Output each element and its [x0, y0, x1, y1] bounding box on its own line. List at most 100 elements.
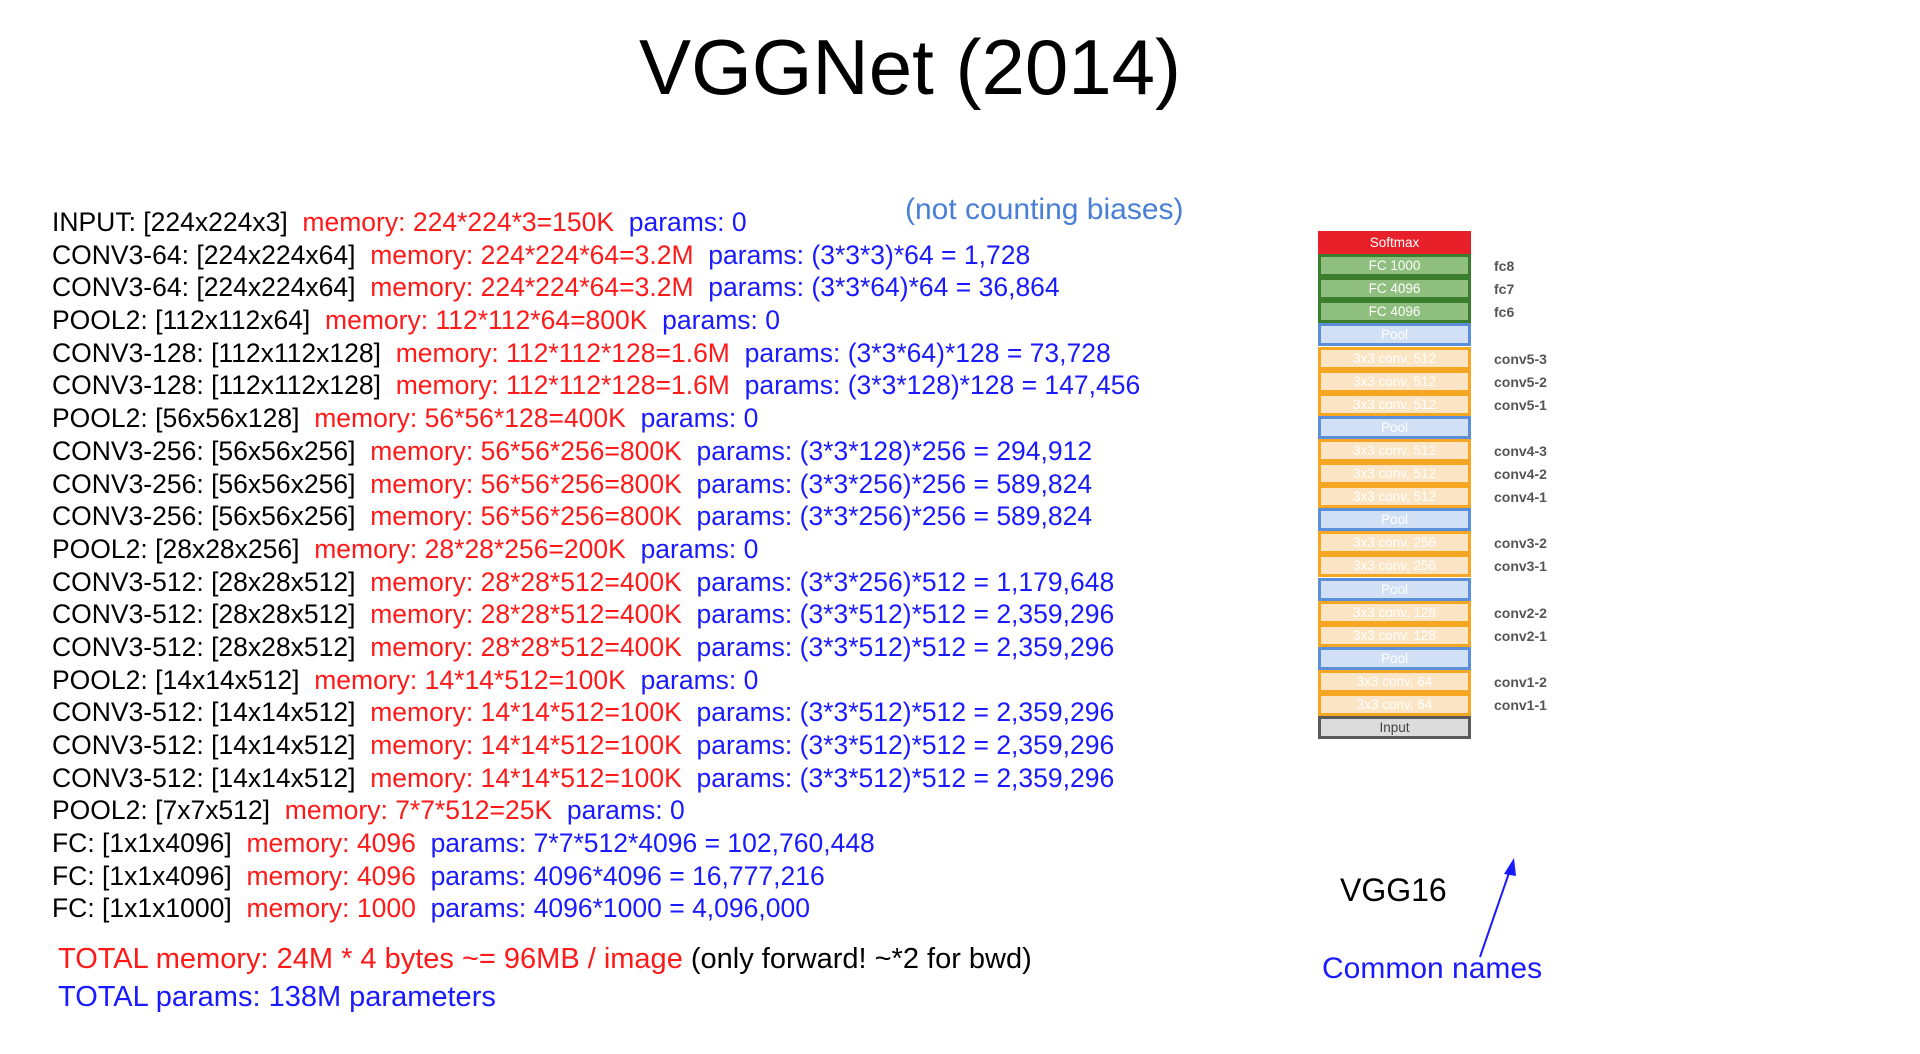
network-block-input: Input — [1318, 716, 1471, 740]
network-block-conv: 3x3 conv, 512 — [1318, 438, 1471, 462]
layer-params: params: (3*3*256)*512 = 1,179,648 — [696, 566, 1115, 597]
total-memory: TOTAL memory: 24M * 4 bytes ~= 96MB / im… — [58, 943, 683, 975]
layer-name: CONV3-512: [28x28x512] — [52, 566, 356, 597]
network-block-conv: 3x3 conv, 512 — [1318, 369, 1471, 393]
layer-memory: memory: 4096 — [246, 860, 416, 891]
common-names-arrow — [1479, 858, 1516, 958]
layer-name: FC: [1x1x4096] — [52, 860, 232, 891]
layer-name: CONV3-128: [112x112x128] — [52, 337, 381, 368]
layer-name: CONV3-512: [14x14x512] — [52, 762, 356, 793]
layer-memory: memory: 56*56*256=800K — [370, 468, 682, 499]
layer-memory: memory: 56*56*128=400K — [314, 403, 626, 434]
layer-memory: memory: 224*224*64=3.2M — [370, 239, 694, 270]
common-name-label: conv4-1 — [1494, 489, 1547, 506]
layer-name: CONV3-512: [14x14x512] — [52, 697, 356, 728]
network-block-pool: Pool — [1318, 323, 1471, 347]
layer-name: POOL2: [28x28x256] — [52, 533, 300, 564]
network-block-pool: Pool — [1318, 646, 1471, 670]
network-block-fc: FC 4096 — [1318, 277, 1471, 301]
layer-row: CONV3-512: [14x14x512] memory: 14*14*512… — [52, 696, 1140, 729]
layer-memory: memory: 56*56*256=800K — [370, 435, 682, 466]
layer-params: params: (3*3*512)*512 = 2,359,296 — [696, 599, 1115, 630]
layer-params: params: (3*3*512)*512 = 2,359,296 — [696, 631, 1115, 662]
layer-row: POOL2: [14x14x512] memory: 14*14*512=100… — [52, 664, 1140, 697]
layer-table: INPUT: [224x224x3] memory: 224*224*3=150… — [52, 206, 1140, 925]
common-name-label: conv3-1 — [1494, 558, 1547, 575]
network-block-conv: 3x3 conv, 512 — [1318, 462, 1471, 485]
layer-name: POOL2: [14x14x512] — [52, 664, 300, 695]
network-block-fc: FC 1000 — [1318, 254, 1471, 278]
layer-row: CONV3-64: [224x224x64] memory: 224*224*6… — [52, 239, 1140, 272]
layer-name: CONV3-512: [28x28x512] — [52, 599, 356, 630]
layer-memory: memory: 56*56*256=800K — [370, 501, 682, 532]
common-name-label: conv4-2 — [1494, 466, 1547, 482]
layer-name: INPUT: [224x224x3] — [52, 207, 288, 237]
layer-row: CONV3-512: [14x14x512] memory: 14*14*512… — [52, 729, 1140, 762]
layer-params: params: (3*3*256)*256 = 589,824 — [696, 501, 1093, 532]
common-name-label: conv5-2 — [1494, 373, 1547, 390]
layer-name: CONV3-256: [56x56x256] — [52, 501, 356, 532]
layer-params: params: (3*3*3)*64 = 1,728 — [708, 239, 1031, 270]
network-block-pool: Pool — [1318, 577, 1471, 601]
layer-memory: memory: 112*112*128=1.6M — [395, 370, 730, 401]
layer-params: params: (3*3*128)*128 = 147,456 — [744, 370, 1141, 401]
network-block-conv: 3x3 conv, 256 — [1318, 554, 1471, 578]
common-name-label: conv3-2 — [1494, 535, 1547, 552]
network-block-softmax: Softmax — [1318, 231, 1471, 254]
slide-title: VGGNet (2014) — [639, 23, 1181, 111]
common-name-label: conv2-2 — [1494, 604, 1547, 621]
layer-params: params: 0 — [662, 305, 780, 336]
common-names-label: Common names — [1322, 952, 1543, 985]
layer-params: params: (3*3*64)*64 = 36,864 — [708, 272, 1060, 303]
common-name-label: conv4-3 — [1494, 442, 1547, 459]
layer-row: CONV3-64: [224x224x64] memory: 224*224*6… — [52, 271, 1140, 304]
layer-row: CONV3-256: [56x56x256] memory: 56*56*256… — [52, 435, 1140, 468]
layer-row: FC: [1x1x4096] memory: 4096 params: 4096… — [52, 860, 1140, 893]
layer-name: POOL2: [112x112x64] — [52, 305, 311, 336]
layer-params: params: 7*7*512*4096 = 102,760,448 — [430, 828, 875, 859]
layer-row: CONV3-128: [112x112x128] memory: 112*112… — [52, 369, 1140, 402]
layer-memory: memory: 14*14*512=100K — [314, 664, 626, 695]
network-block-conv: 3x3 conv, 512 — [1318, 346, 1471, 370]
layer-name: POOL2: [7x7x512] — [52, 795, 271, 826]
layer-row: CONV3-512: [14x14x512] memory: 14*14*512… — [52, 762, 1140, 795]
layer-name: CONV3-64: [224x224x64] — [52, 272, 356, 303]
layer-params: params: 0 — [640, 664, 759, 695]
layer-params: params: (3*3*512)*512 = 2,359,296 — [696, 697, 1115, 728]
common-name-label: conv2-1 — [1494, 627, 1547, 644]
common-name-label: conv5-3 — [1494, 350, 1547, 367]
layer-memory: memory: 28*28*512=400K — [370, 566, 682, 597]
common-name-label: fc8 — [1494, 258, 1515, 275]
layer-params: params: (3*3*512)*512 = 2,359,296 — [696, 730, 1115, 760]
layer-row: CONV3-512: [28x28x512] memory: 28*28*512… — [52, 566, 1140, 599]
common-name-label: conv1-1 — [1494, 697, 1547, 713]
layer-row: FC: [1x1x4096] memory: 4096 params: 7*7*… — [52, 827, 1140, 860]
layer-row: CONV3-512: [28x28x512] memory: 28*28*512… — [52, 598, 1140, 631]
layer-memory: memory: 14*14*512=100K — [370, 730, 682, 760]
network-block-conv: 3x3 conv, 512 — [1318, 392, 1471, 416]
layer-row: CONV3-256: [56x56x256] memory: 56*56*256… — [52, 500, 1140, 533]
layer-params: params: 4096*1000 = 4,096,000 — [430, 893, 810, 924]
layer-name: CONV3-256: [56x56x256] — [52, 468, 356, 499]
layer-row: INPUT: [224x224x3] memory: 224*224*3=150… — [52, 206, 1140, 239]
layer-row: POOL2: [28x28x256] memory: 28*28*256=200… — [52, 533, 1140, 566]
layer-memory: memory: 7*7*512=25K — [284, 795, 553, 826]
network-block-pool: Pool — [1318, 415, 1471, 439]
network-label: VGG16 — [1340, 872, 1447, 908]
total-params-line: TOTAL params: 138M parameters — [58, 978, 1032, 1016]
layer-params: params: 0 — [628, 207, 747, 237]
layer-name: CONV3-512: [28x28x512] — [52, 631, 356, 662]
layer-memory: memory: 1000 — [246, 893, 416, 924]
network-block-conv: 3x3 conv, 256 — [1318, 531, 1471, 555]
layer-name: CONV3-512: [14x14x512] — [52, 730, 356, 760]
not-counting-biases-note: (not counting biases) — [905, 193, 1184, 226]
layer-params: params: (3*3*64)*128 = 73,728 — [744, 337, 1111, 368]
layer-row: CONV3-512: [28x28x512] memory: 28*28*512… — [52, 631, 1140, 664]
layer-memory: memory: 28*28*256=200K — [314, 533, 626, 564]
layer-params: params: 0 — [640, 533, 759, 564]
layer-memory: memory: 112*112*128=1.6M — [395, 337, 730, 368]
network-block-conv: 3x3 conv, 512 — [1318, 485, 1471, 509]
layer-row: CONV3-128: [112x112x128] memory: 112*112… — [52, 337, 1140, 370]
common-name-label: fc7 — [1494, 281, 1515, 298]
network-block-pool: Pool — [1318, 508, 1471, 532]
